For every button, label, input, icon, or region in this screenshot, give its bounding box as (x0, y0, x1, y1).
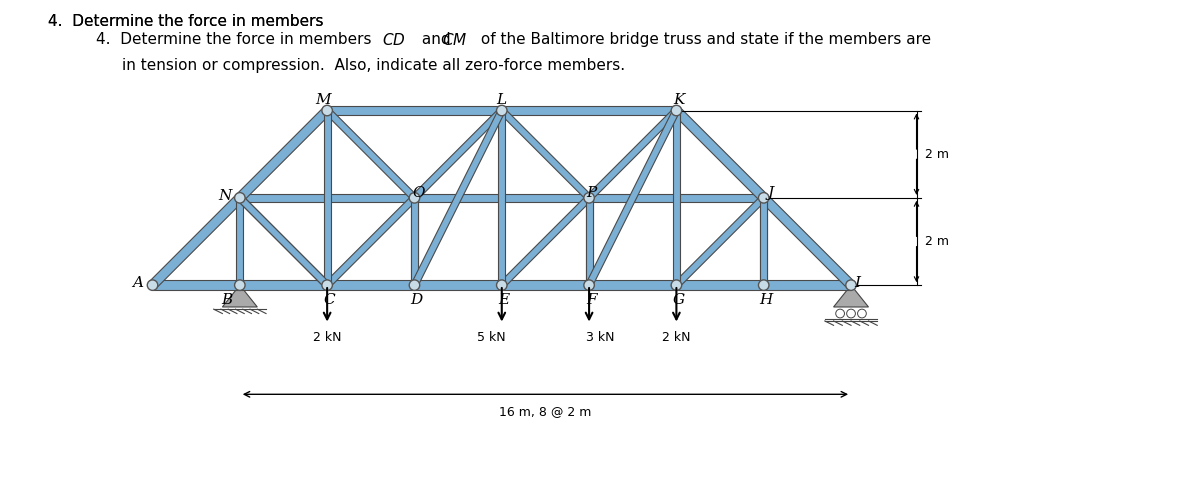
Circle shape (497, 105, 508, 116)
Text: 4.  Determine the force in members: 4. Determine the force in members (48, 14, 329, 29)
Text: E: E (498, 294, 510, 308)
Polygon shape (677, 280, 763, 290)
Polygon shape (240, 280, 328, 290)
Text: N: N (218, 189, 232, 203)
Circle shape (835, 309, 845, 318)
Polygon shape (761, 198, 767, 285)
Polygon shape (761, 198, 767, 285)
Polygon shape (834, 285, 869, 307)
Polygon shape (763, 280, 851, 290)
Circle shape (758, 280, 769, 290)
Polygon shape (761, 195, 854, 288)
Polygon shape (502, 106, 677, 115)
Text: 2 m: 2 m (925, 235, 949, 248)
Polygon shape (586, 198, 593, 285)
Polygon shape (410, 198, 418, 285)
Circle shape (846, 280, 857, 290)
Circle shape (847, 309, 856, 318)
Polygon shape (499, 196, 592, 287)
Text: $CM$: $CM$ (442, 32, 467, 48)
Text: $CD$: $CD$ (382, 32, 406, 48)
Circle shape (409, 280, 420, 290)
Text: 2 kN: 2 kN (313, 331, 341, 344)
Polygon shape (236, 198, 244, 285)
Text: 2 kN: 2 kN (662, 331, 691, 344)
Polygon shape (498, 111, 505, 285)
Text: 3 kN: 3 kN (586, 331, 614, 344)
Text: in tension or compression.  Also, indicate all zero-force members.: in tension or compression. Also, indicat… (122, 58, 625, 73)
Text: I: I (854, 276, 860, 290)
Polygon shape (328, 280, 414, 290)
Polygon shape (412, 108, 504, 200)
Polygon shape (587, 108, 679, 200)
Polygon shape (238, 196, 330, 287)
Polygon shape (149, 195, 244, 288)
Text: M: M (314, 93, 330, 107)
Text: of the Baltimore bridge truss and state if the members are: of the Baltimore bridge truss and state … (476, 32, 931, 47)
Circle shape (671, 280, 682, 290)
Polygon shape (238, 196, 330, 287)
Text: 2 m: 2 m (925, 148, 949, 161)
Text: and: and (416, 32, 455, 47)
Circle shape (234, 193, 245, 203)
Text: H: H (760, 294, 773, 308)
Text: A: A (132, 276, 143, 290)
Circle shape (758, 193, 769, 203)
Text: O: O (413, 186, 425, 200)
Polygon shape (673, 111, 680, 285)
Text: G: G (672, 294, 685, 308)
Circle shape (671, 105, 682, 116)
Polygon shape (222, 285, 257, 307)
Circle shape (584, 193, 594, 203)
Text: J: J (767, 186, 773, 200)
Polygon shape (325, 196, 416, 287)
Circle shape (234, 280, 245, 290)
Polygon shape (414, 280, 502, 290)
Circle shape (322, 105, 332, 116)
Polygon shape (325, 108, 416, 200)
Polygon shape (586, 109, 679, 287)
Circle shape (322, 280, 332, 290)
Polygon shape (499, 108, 592, 200)
Text: D: D (410, 294, 422, 308)
Polygon shape (589, 280, 677, 290)
Circle shape (409, 193, 420, 203)
Text: F: F (586, 294, 596, 308)
Polygon shape (236, 107, 330, 201)
Text: B: B (221, 294, 233, 308)
Text: K: K (673, 93, 684, 107)
Polygon shape (410, 198, 418, 285)
Text: 4.  Determine the force in members: 4. Determine the force in members (48, 14, 329, 29)
Polygon shape (673, 107, 767, 201)
Text: 5 kN: 5 kN (476, 331, 505, 344)
Circle shape (148, 280, 157, 290)
Text: 16 m, 8 @ 2 m: 16 m, 8 @ 2 m (499, 405, 592, 418)
Polygon shape (152, 280, 240, 290)
Polygon shape (586, 198, 593, 285)
Circle shape (497, 280, 508, 290)
Text: C: C (324, 294, 335, 308)
Polygon shape (328, 106, 502, 115)
Polygon shape (324, 111, 331, 285)
Circle shape (584, 280, 594, 290)
Polygon shape (502, 280, 589, 290)
Text: P: P (586, 186, 596, 200)
Text: 4.  Determine the force in members: 4. Determine the force in members (96, 32, 376, 47)
Polygon shape (412, 109, 505, 287)
Polygon shape (240, 194, 414, 202)
Text: L: L (497, 93, 506, 107)
Circle shape (858, 309, 866, 318)
Polygon shape (589, 194, 763, 202)
Polygon shape (674, 196, 766, 287)
Polygon shape (414, 194, 589, 202)
